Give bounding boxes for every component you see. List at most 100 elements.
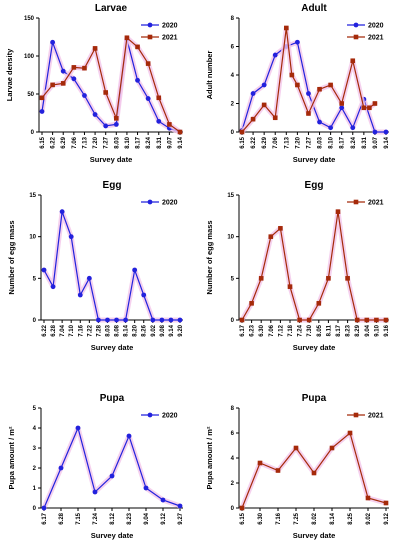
chart-panel-4: Egg 0 5 10 15 6.17 6.23 6.30 7.06 7.12 7.18 7.24 7.3… bbox=[205, 180, 390, 352]
data-point bbox=[339, 105, 345, 111]
data-point bbox=[345, 276, 350, 281]
data-point bbox=[60, 81, 66, 86]
x-tick-label: 9.02 bbox=[151, 324, 157, 336]
data-point bbox=[250, 91, 256, 96]
x-tick-label: 8.23 bbox=[127, 512, 133, 524]
legend-label: 2021 bbox=[368, 200, 384, 207]
data-point bbox=[103, 123, 109, 129]
x-tick-label: 7.06 bbox=[72, 136, 78, 148]
x-tick-label: 8.11 bbox=[326, 324, 332, 336]
data-point bbox=[306, 317, 312, 323]
x-tick-label: 8.03 bbox=[318, 136, 324, 148]
x-tick-label: 9.14 bbox=[384, 136, 390, 148]
x-tick-label: 8.17 bbox=[336, 324, 342, 336]
series-2021 bbox=[239, 209, 389, 323]
x-tick-label: 9.12 bbox=[384, 512, 390, 524]
x-tick-label: 6.22 bbox=[251, 136, 257, 148]
legend-marker bbox=[147, 199, 153, 205]
data-point bbox=[82, 65, 87, 71]
x-tick-label: 8.17 bbox=[340, 136, 346, 148]
legend-label: 2020 bbox=[162, 23, 178, 30]
y-tick-label: 5 bbox=[33, 276, 37, 282]
data-point bbox=[124, 35, 130, 41]
series-line bbox=[241, 211, 386, 321]
x-tick-label: 8.25 bbox=[348, 512, 354, 524]
y-tick-label: 1 bbox=[33, 486, 37, 492]
data-point bbox=[156, 118, 162, 124]
y-axis-title: Pupa amount / m² bbox=[7, 426, 16, 489]
data-point bbox=[289, 72, 295, 78]
x-tick-label: 7.20 bbox=[93, 136, 99, 148]
data-point bbox=[50, 39, 56, 45]
data-point bbox=[268, 234, 274, 239]
series-line bbox=[43, 211, 180, 321]
x-tick-label: 9.07 bbox=[373, 136, 379, 148]
y-tick-label: 10 bbox=[29, 235, 36, 241]
data-point bbox=[261, 82, 267, 88]
data-point bbox=[272, 115, 278, 121]
y-axis-title: Larvae density bbox=[5, 48, 14, 101]
x-tick-label: 8.29 bbox=[355, 324, 361, 336]
data-point bbox=[367, 105, 372, 111]
data-point bbox=[113, 122, 119, 127]
series-line bbox=[41, 36, 181, 133]
y-tick-label: 10 bbox=[227, 235, 234, 241]
y-tick-label: 0 bbox=[33, 318, 37, 324]
data-point bbox=[278, 226, 283, 231]
data-point bbox=[249, 301, 254, 306]
data-point bbox=[261, 102, 267, 108]
data-point bbox=[141, 292, 147, 298]
chart-title: Larvae bbox=[95, 3, 128, 14]
data-point bbox=[275, 468, 281, 473]
data-point bbox=[372, 101, 378, 106]
y-tick-label: 3 bbox=[33, 446, 37, 452]
x-tick-label: 8.14 bbox=[124, 324, 130, 336]
data-point bbox=[339, 101, 344, 106]
data-point bbox=[239, 317, 245, 323]
x-tick-label: 6.22 bbox=[42, 324, 48, 336]
data-point bbox=[329, 445, 335, 451]
x-tick-label: 7.16 bbox=[276, 512, 282, 524]
y-axis-title: Number of egg mass bbox=[205, 220, 214, 294]
x-tick-label: 7.10 bbox=[69, 324, 75, 336]
y-tick-label: 5 bbox=[33, 406, 37, 412]
y-axis-title: Number of egg mass bbox=[7, 220, 16, 294]
x-tick-label: 6.15 bbox=[240, 136, 246, 148]
data-point bbox=[365, 495, 371, 501]
data-point bbox=[364, 317, 370, 323]
x-tick-label: 7.04 bbox=[60, 324, 66, 336]
data-point bbox=[374, 317, 379, 323]
legend-marker bbox=[147, 22, 153, 28]
x-tick-label: 9.14 bbox=[178, 136, 184, 148]
data-point bbox=[71, 76, 77, 82]
y-axis-title: Pupa amount / m² bbox=[205, 426, 214, 489]
y-tick-label: 5 bbox=[231, 276, 235, 282]
y-tick-label: 2 bbox=[33, 466, 37, 472]
data-point bbox=[60, 68, 66, 74]
data-point bbox=[295, 82, 300, 88]
data-point bbox=[177, 129, 183, 135]
y-tick-label: 0 bbox=[31, 130, 35, 136]
data-point bbox=[287, 284, 293, 289]
data-point bbox=[150, 317, 156, 323]
data-point bbox=[316, 301, 322, 306]
chart-title: Egg bbox=[305, 180, 324, 191]
chart-title: Egg bbox=[103, 180, 122, 191]
y-tick-label: 8 bbox=[231, 406, 235, 412]
series-2020 bbox=[41, 209, 183, 323]
data-point bbox=[284, 25, 289, 31]
data-point bbox=[126, 433, 132, 439]
chart-panel-5: Pupa 0 1 2 3 4 5 6.17 6.28 7.15 7.24 8.12 8.23 9.04 9.… bbox=[7, 393, 184, 540]
series-2021 bbox=[239, 430, 389, 511]
data-point bbox=[177, 317, 183, 323]
x-tick-label: 8.03 bbox=[105, 324, 111, 336]
chart-panel-6: Pupa 0 2 4 6 8 6.15 6.30 7.16 7.25 8.02 8.14 8.25 9.0… bbox=[205, 393, 390, 540]
legend-label: 2020 bbox=[162, 200, 178, 207]
data-point bbox=[383, 129, 389, 135]
data-point bbox=[361, 105, 367, 111]
series-halo bbox=[239, 430, 389, 511]
data-point bbox=[114, 317, 119, 323]
x-tick-label: 9.02 bbox=[366, 512, 372, 524]
